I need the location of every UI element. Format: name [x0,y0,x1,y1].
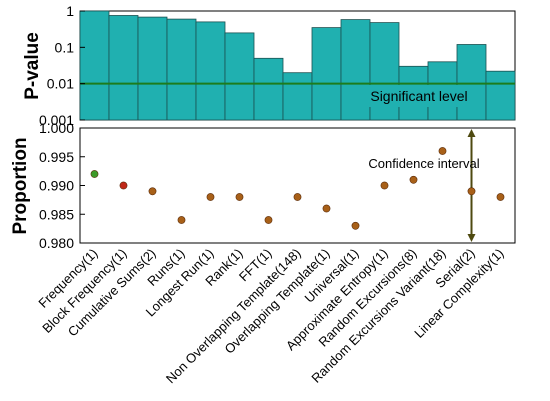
p-value-tick-label: 0.001 [39,112,74,128]
proportion-tick-label: 0.995 [39,149,74,165]
proportion-point [467,187,476,196]
proportion-point [148,187,157,196]
proportion-point [351,221,360,230]
test-name-labels: Frequency(1)Block Frequency(1)Cumulative… [35,246,506,387]
p-value-bar [79,10,110,121]
p-value-bar [195,21,226,121]
p-value-bar [253,57,284,121]
confidence-interval-arrow-up [467,129,476,137]
confidence-interval-label: Confidence interval [368,156,479,171]
p-value-bar [311,27,342,121]
p-value-bar [108,15,139,121]
proportion-points [90,147,505,230]
bottom-plot-frame [79,127,516,244]
proportion-point [380,181,389,190]
proportion-point [235,193,244,201]
p-value-axis-label: P-value [22,32,43,100]
proportion-point [438,147,447,155]
p-value-bar [166,18,197,121]
proportion-axis-label: Proportion [10,137,31,234]
proportion-point [177,216,186,224]
p-value-bar [485,70,516,121]
p-value-tick-label: 0.1 [55,39,75,55]
proportion-tick-label: 0.980 [39,235,74,251]
p-value-bar [224,32,255,121]
p-value-bar [282,72,313,121]
proportion-tick-label: 0.990 [39,178,74,194]
p-value-bar [137,16,168,121]
p-value-bar [456,44,487,121]
proportion-axis: 0.980 0.985 0.990 0.995 1.000 [39,120,476,251]
proportion-tick-label: 1.000 [39,120,74,136]
p-value-tick-label: 1 [66,3,74,19]
proportion-point [90,170,99,178]
proportion-tick-label: 0.985 [39,206,74,222]
proportion-point [264,216,273,224]
significant-level-label-background [357,85,481,107]
proportion-point [293,193,302,201]
proportion-point [119,181,128,190]
proportion-point [206,193,215,201]
p-value-axis: 0.001 0.01 0.1 1 [39,3,85,128]
p-value-tick-label: 0.01 [47,76,74,92]
significant-level-label: Significant level [370,88,467,104]
proportion-point [496,193,505,201]
p-value-bars [79,10,516,121]
proportion-point [322,204,331,213]
confidence-interval-arrow-down [467,234,476,242]
proportion-point [409,175,418,184]
